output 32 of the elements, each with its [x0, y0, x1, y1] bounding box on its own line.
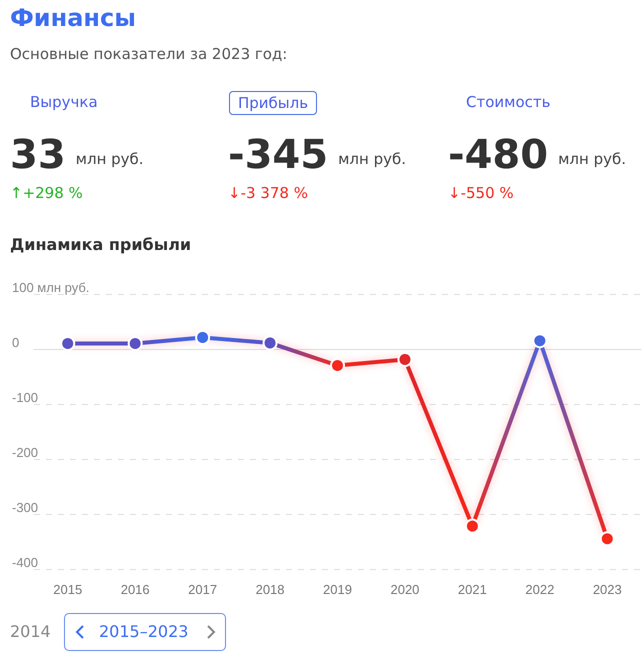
text: Динамика прибыли — [10, 235, 192, 254]
y-tick-label: -400 — [12, 555, 38, 570]
y-tick-label: -300 — [12, 500, 38, 515]
text: млн руб. — [338, 150, 406, 168]
text: ↑+298 % — [10, 184, 83, 202]
text: -480 — [448, 132, 548, 178]
text: 2015–2023 — [99, 622, 188, 641]
x-tick-label: 2018 — [256, 582, 285, 597]
x-tick-label: 2015 — [53, 582, 82, 597]
chart-subtitle: Основные показатели за 2023 год: — [10, 45, 288, 63]
y-tick-label: 0 — [12, 335, 20, 350]
text: млн руб. — [76, 150, 144, 168]
x-tick-label: 2019 — [323, 582, 352, 597]
text: млн руб. — [558, 150, 626, 168]
y-tick-label: -100 — [12, 390, 38, 405]
text: Прибыль — [229, 91, 318, 115]
text: Стоимость — [465, 92, 552, 113]
text: 33 — [10, 132, 66, 178]
x-tick-label: 2016 — [120, 582, 150, 597]
x-tick-label: 2022 — [525, 582, 554, 597]
x-tick-label: 2017 — [188, 582, 218, 597]
text: ↓-3 378 % — [228, 184, 308, 202]
y-tick-label: -200 — [12, 445, 38, 460]
x-tick-label: 2023 — [592, 582, 622, 597]
chart-title: Финансы — [10, 4, 136, 32]
text: ↓-550 % — [448, 184, 514, 202]
text: -345 — [228, 132, 328, 178]
text: 2014 — [10, 622, 51, 641]
text: Выручка — [29, 92, 99, 113]
x-tick-label: 2021 — [458, 582, 487, 597]
y-tick-label: 100 млн руб. — [12, 280, 90, 295]
x-tick-label: 2020 — [390, 582, 420, 597]
